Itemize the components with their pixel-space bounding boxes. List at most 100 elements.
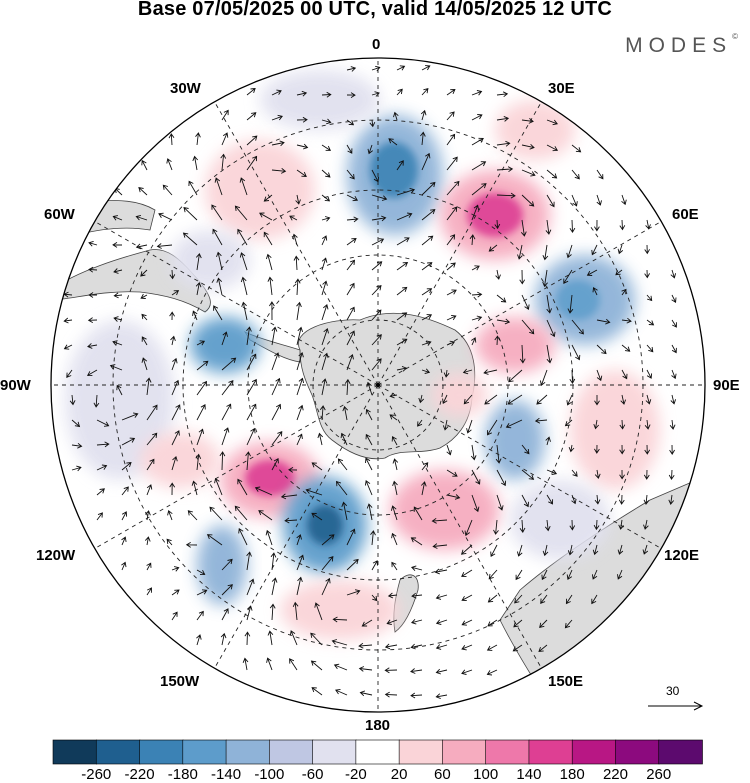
wind-arrow	[141, 336, 148, 346]
wind-arrow	[413, 506, 423, 521]
wind-arrow	[216, 251, 223, 271]
wind-arrow	[496, 140, 511, 147]
wind-arrow	[496, 294, 507, 303]
colorbar-tick-label: 60	[434, 766, 451, 783]
wind-arrow	[410, 537, 423, 546]
wind-arrow	[196, 404, 206, 421]
wind-arrow	[421, 288, 433, 296]
wind-arrow	[171, 357, 178, 371]
wind-arrow	[389, 392, 398, 399]
wind-arrow	[591, 594, 598, 605]
wind-arrow	[135, 243, 148, 250]
wind-arrow	[644, 444, 651, 455]
wind-arrow	[435, 619, 448, 625]
wind-arrow	[645, 394, 652, 405]
wind-arrow	[221, 132, 229, 146]
wind-arrow	[86, 369, 98, 377]
wind-arrow	[171, 566, 180, 572]
wind-arrow	[310, 632, 323, 646]
wind-arrow	[546, 494, 554, 505]
colorbar-tick-label: -180	[167, 766, 198, 783]
wind-arrow	[517, 244, 523, 260]
wind-arrow	[617, 544, 624, 555]
wind-arrow	[321, 257, 328, 271]
wind-arrow	[321, 352, 329, 371]
wind-arrow	[214, 477, 223, 496]
wind-arrow	[411, 592, 423, 599]
lon-label-120e: 120E	[664, 547, 700, 564]
wind-arrow	[521, 469, 535, 480]
wind-arrow	[365, 408, 373, 421]
wind-arrow	[196, 569, 206, 576]
wind-arrow	[146, 458, 155, 471]
wind-arrow	[484, 394, 498, 405]
wind-arrow	[542, 244, 549, 261]
map-boundary	[50, 57, 706, 713]
wind-arrow	[446, 444, 452, 456]
wind-arrow	[571, 494, 577, 505]
wind-arrow	[346, 558, 359, 571]
wind-arrow	[396, 212, 413, 221]
wind-arrow	[367, 144, 373, 155]
wind-arrow	[446, 206, 458, 221]
colorbar-tick-label: -100	[254, 766, 285, 783]
wind-arrow	[389, 414, 398, 421]
wind-arrow	[446, 262, 456, 271]
wind-arrow	[546, 319, 556, 338]
wind-arrow	[191, 480, 198, 496]
wind-arrow	[370, 530, 376, 546]
colorbar	[52, 739, 703, 765]
wind-arrow	[66, 369, 73, 378]
wind-arrow	[668, 494, 675, 505]
wind-arrow	[219, 451, 226, 471]
wind-arrow	[435, 693, 448, 700]
colorbar-swatch	[528, 739, 574, 765]
wind-arrow	[521, 444, 530, 455]
wind-arrow	[192, 155, 199, 171]
wind-arrow	[670, 394, 677, 405]
wind-arrow	[471, 337, 477, 346]
lon-label-60w: 60W	[44, 206, 75, 223]
wind-arrow	[146, 484, 153, 496]
wind-arrow	[646, 369, 653, 379]
wind-arrow	[619, 444, 625, 455]
wind-arrow	[169, 311, 175, 321]
wind-arrow	[671, 319, 677, 328]
wind-arrow	[471, 90, 483, 96]
wind-arrow	[464, 519, 473, 537]
wind-arrow	[121, 561, 127, 571]
wind-arrow	[269, 603, 276, 621]
lon-label-30w: 30W	[170, 80, 201, 97]
colorbar-swatch	[182, 739, 227, 765]
wind-arrow	[121, 486, 129, 496]
wind-arrow	[196, 634, 202, 646]
colorbar-tick-label: 140	[516, 766, 542, 783]
wind-arrow	[621, 369, 628, 380]
wind-arrow	[508, 369, 523, 383]
colorbar-swatch	[398, 739, 444, 765]
wind-arrow	[646, 319, 655, 326]
wind-arrow	[221, 608, 229, 621]
wind-arrow	[534, 417, 548, 424]
wind-arrow	[371, 284, 382, 296]
wind-arrow	[246, 551, 252, 571]
wind-arrow	[371, 358, 382, 371]
wind-arrow	[296, 326, 304, 346]
wind-arrow	[246, 578, 255, 596]
wind-arrow	[289, 658, 298, 671]
wind-arrow	[359, 690, 373, 697]
wind-arrow	[591, 569, 598, 580]
wind-arrow	[471, 315, 483, 322]
wind-arrow	[621, 344, 631, 352]
wind-arrow	[494, 335, 501, 346]
wind-arrow	[221, 109, 229, 121]
wind-arrow	[546, 194, 555, 208]
wind-arrow	[182, 232, 198, 246]
wind-arrow	[346, 330, 355, 346]
wind-arrow	[196, 360, 209, 371]
wind-arrow	[391, 436, 398, 446]
wind-arrow	[670, 269, 677, 279]
wind-arrow	[366, 503, 373, 521]
wind-arrow	[546, 169, 558, 179]
wind-arrow	[369, 119, 376, 128]
